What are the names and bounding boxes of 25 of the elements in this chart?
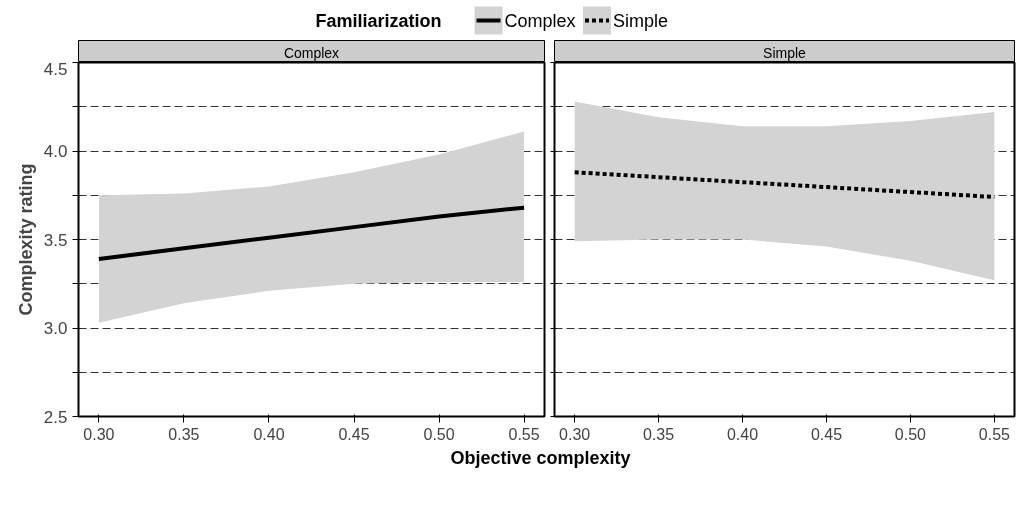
x-tick-label: 0.40 xyxy=(253,425,285,443)
x-tick-label: 0.30 xyxy=(83,425,115,443)
legend-label: Complex xyxy=(504,10,576,31)
x-tick-label: 0.45 xyxy=(810,425,843,443)
legend-label: Simple xyxy=(613,10,669,31)
y-tick-label: 4.0 xyxy=(43,142,68,161)
x-tick-label: 0.50 xyxy=(894,425,927,443)
y-tick-label: 2.5 xyxy=(43,407,68,427)
x-tick-label: 0.30 xyxy=(559,425,591,443)
line-series xyxy=(96,205,527,261)
x-tick-label: 0.40 xyxy=(726,425,759,443)
x-tick-label: 0.55 xyxy=(508,425,540,443)
chart-title: Complex xyxy=(283,44,340,61)
x-tick-label: 0.55 xyxy=(978,425,1011,443)
x-tick-label: 0.35 xyxy=(168,425,200,443)
x-tick-label: 0.50 xyxy=(423,425,455,443)
x-tick-label: 0.45 xyxy=(338,425,370,443)
y-tick-label: 4.5 xyxy=(43,59,68,79)
y-tick-label: 3.5 xyxy=(43,230,68,250)
chart-title: Simple xyxy=(763,44,807,61)
x-axis-title: Objective complexity xyxy=(450,447,631,468)
y-axis-title: Complexity rating xyxy=(15,163,36,316)
legend-title: Familiarization xyxy=(315,10,442,31)
x-tick-label: 0.35 xyxy=(643,425,675,443)
y-tick-label: 3.0 xyxy=(43,319,68,338)
